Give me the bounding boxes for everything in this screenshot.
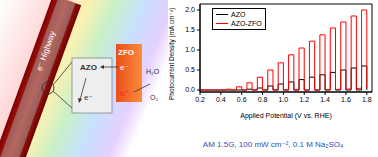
- html-text:AZO-ZFO: AZO-ZFO: [231, 20, 262, 27]
- svg-text:0.0: 0.0: [185, 86, 195, 93]
- svg-text:0.8: 0.8: [258, 96, 268, 103]
- svg-text:2.0: 2.0: [185, 6, 195, 13]
- html-text:AM 1.5G, 100 mW cm⁻², 0.1 M Na: AM 1.5G, 100 mW cm⁻², 0.1 M Na₂SO₄: [202, 140, 344, 149]
- svg-text:0.6: 0.6: [237, 96, 247, 103]
- svg-text:1.0: 1.0: [279, 96, 289, 103]
- svg-text:e⁻ Highway: e⁻ Highway: [35, 30, 58, 72]
- svg-text:1.0: 1.0: [185, 46, 195, 53]
- svg-text:0.2: 0.2: [195, 96, 205, 103]
- svg-text:1.2: 1.2: [299, 96, 309, 103]
- html-text:AZO: AZO: [231, 11, 246, 18]
- svg-text:1.5: 1.5: [185, 26, 195, 33]
- svg-text:Photocurrent Density (mA cm⁻²): Photocurrent Density (mA cm⁻²): [168, 8, 176, 100]
- svg-text:h⁺: h⁺: [120, 89, 129, 98]
- svg-text:1.8: 1.8: [362, 96, 370, 103]
- svg-text:e⁻: e⁻: [84, 93, 93, 102]
- svg-text:H₂O: H₂O: [146, 68, 160, 75]
- svg-text:e⁻: e⁻: [120, 63, 129, 72]
- svg-text:Applied Potential (V vs. RHE): Applied Potential (V vs. RHE): [240, 112, 331, 120]
- svg-text:1.4: 1.4: [320, 96, 330, 103]
- svg-text:ZFO: ZFO: [118, 48, 134, 57]
- svg-text:O₂: O₂: [150, 94, 158, 101]
- svg-text:0.5: 0.5: [185, 66, 195, 73]
- svg-text:AZO: AZO: [80, 63, 97, 72]
- svg-text:1.6: 1.6: [341, 96, 351, 103]
- svg-text:0.4: 0.4: [216, 96, 226, 103]
